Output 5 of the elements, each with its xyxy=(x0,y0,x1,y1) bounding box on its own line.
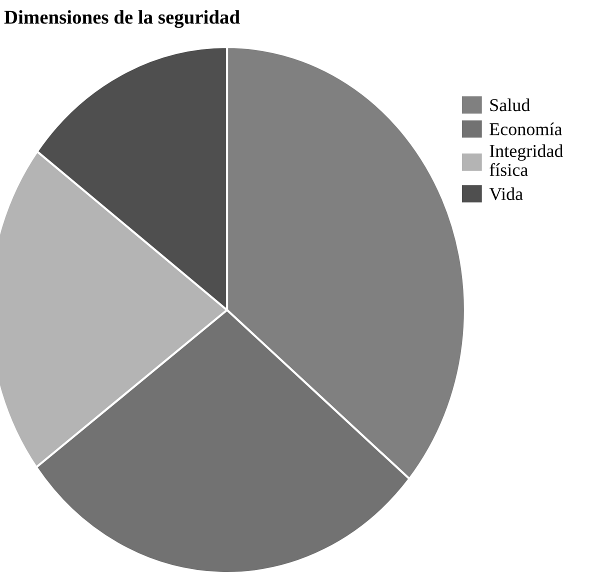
chart-title: Dimensiones de la seguridad xyxy=(4,10,240,28)
legend-label: Integridad física xyxy=(490,144,564,176)
legend-label: Salud xyxy=(490,98,530,112)
legend-label: Vida xyxy=(489,187,523,200)
legend-label: Economía xyxy=(490,122,562,136)
